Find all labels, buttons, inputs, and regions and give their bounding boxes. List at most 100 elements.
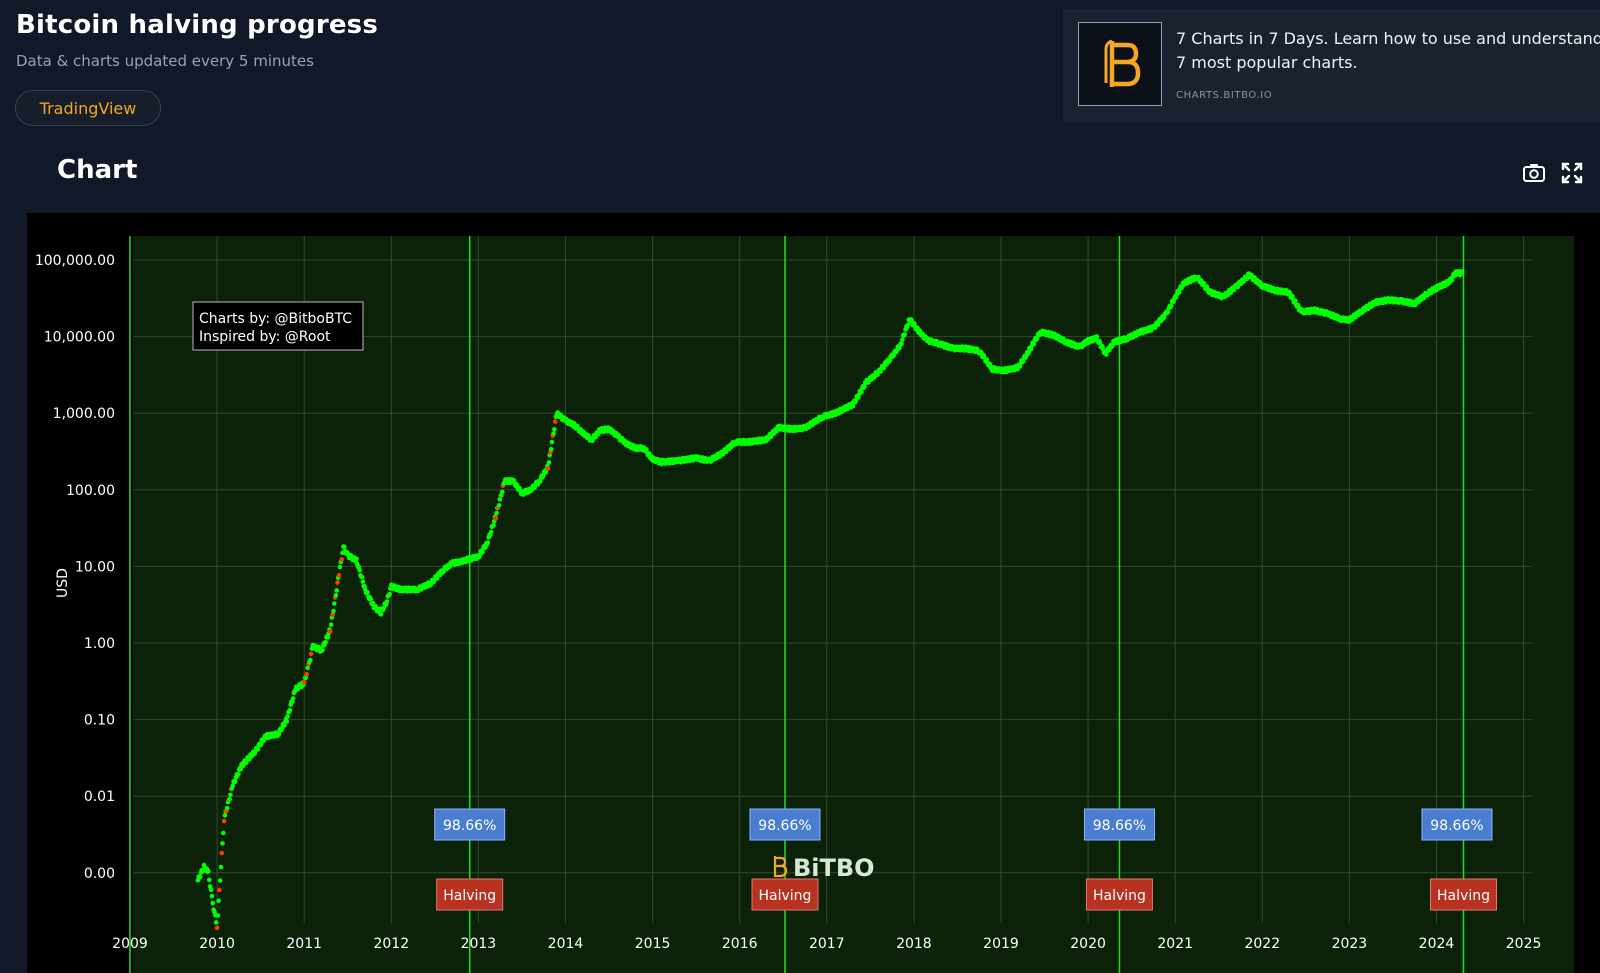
halving-badge [751,878,819,911]
price-point [546,460,552,465]
price-point [480,550,485,555]
price-point [209,893,215,899]
price-point [339,557,345,562]
y-axis-title: USD [55,568,71,598]
price-point [905,322,911,327]
price-point [206,868,211,874]
price-point [378,612,384,617]
price-point [221,818,227,824]
price-point [342,544,347,549]
promo-card[interactable]: 7 Charts in 7 Days. Learn how to use and… [1063,9,1600,123]
annotation-line-1: Charts by: @BitboBTC [199,311,352,327]
y-tick-label: 0.10 [84,713,115,729]
price-point [328,629,333,634]
progress-badge-label: 98.66% [443,818,496,834]
price-point [320,648,325,653]
y-tick-label: 1,000.00 [53,406,115,422]
halving-badge [1430,878,1498,911]
price-point [891,353,896,359]
x-tick-label: 2018 [896,936,932,952]
price-point [1107,347,1112,353]
price-point [232,779,238,784]
price-point [368,596,374,602]
price-point [332,601,337,606]
price-point [325,634,331,640]
watermark-text: BiTBO [793,854,875,882]
fullscreen-icon[interactable] [1559,160,1585,186]
halving-chart: 0.00 0.01 0.10 1.00 10.00 100.00 1,000.00 10,00… [35,236,1574,973]
price-point [328,622,334,627]
chart-container[interactable]: 0.00 0.01 0.10 1.00 10.00 100.00 1,000.00 10,00… [27,213,1600,973]
price-point [208,887,214,892]
y-tick-label: 1.00 [84,636,115,652]
price-point [304,671,310,677]
price-point [387,591,392,597]
halving-badge [436,878,504,911]
price-point [488,529,494,535]
x-tick-label: 2017 [809,936,845,952]
price-point [354,556,359,561]
price-point [224,805,230,811]
price-point [219,850,224,856]
price-point [222,813,228,818]
bitbo-logo-icon [1078,22,1162,106]
price-point [285,714,290,719]
price-point [850,403,856,409]
price-point [497,497,503,502]
price-point [215,913,221,918]
price-point [301,679,307,685]
price-point [647,451,652,456]
price-point [541,473,546,479]
price-point [1031,341,1037,347]
progress-badge [749,808,821,841]
halving-badge-label: Halving [1437,888,1490,904]
price-point [365,590,370,595]
x-axis-labels: 2009 2010 2011 2012 2013 2014 2015 2016 2017 2018… [112,936,1541,952]
price-point [290,696,296,701]
price-point [859,389,864,395]
price-point [1196,274,1201,280]
price-point [230,783,236,788]
x-tick-label: 2024 [1419,936,1455,952]
promo-line-2: 7 most popular charts. [1176,53,1358,72]
price-point [549,439,555,445]
annotation-line-2: Inspired by: @Root [199,329,331,345]
price-point [862,384,867,389]
price-point [331,608,336,614]
price-point [217,878,223,883]
price-point [1020,359,1026,364]
progress-badge [1083,808,1155,841]
x-tick-label: 2020 [1070,936,1106,952]
price-point [1168,303,1174,308]
y-tick-label: 10.00 [75,559,115,575]
y-tick-label: 0.01 [84,789,115,805]
y-tick-label: 10,000.00 [44,330,115,346]
price-point [357,567,362,573]
price-point [511,478,517,483]
price-point [494,510,499,516]
price-point [485,540,491,545]
price-point [335,580,340,585]
halving-badges: 98.66% Halving 98.66% Halving 98.66% Halving 9… [434,808,1498,911]
price-point [227,796,232,802]
price-point [548,446,554,452]
page-subtitle: Data & charts updated every 5 minutes [16,52,314,70]
section-title: Chart [57,155,138,185]
x-tick-label: 2019 [983,936,1019,952]
camera-icon[interactable] [1521,160,1547,186]
price-point [987,361,993,367]
progress-badge-label: 98.66% [1430,818,1483,834]
price-point [221,830,226,836]
bitbo-logo-icon [773,856,788,878]
price-point [537,479,543,484]
halving-badge [1085,878,1153,911]
price-point [1094,334,1100,339]
promo-link[interactable]: CHARTS.BITBO.IO [1176,90,1273,101]
price-point [1293,298,1298,304]
price-point [384,599,390,604]
price-point [493,516,499,521]
x-tick-label: 2011 [286,936,322,952]
price-point [360,579,366,584]
tradingview-button[interactable]: TradingView [15,90,161,126]
price-point [255,747,261,752]
